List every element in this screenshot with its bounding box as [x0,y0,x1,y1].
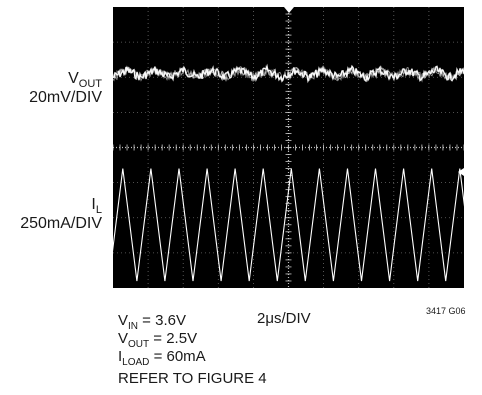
il-label: IL 250mA/DIV [20,196,102,232]
condition-iload-sub: LOAD [122,357,150,368]
condition-vout: VOUT = 2.5V [118,330,198,351]
vout-scale: 20mV/DIV [29,89,102,106]
figure-code: 3417 G06 [426,306,466,316]
condition-vin-main: V [118,312,129,329]
il-label-sub: L [95,204,102,216]
il-label-main: I [91,196,96,213]
il-scale: 250mA/DIV [20,215,102,232]
condition-reference: REFER TO FIGURE 4 [118,371,267,387]
grid [113,7,464,288]
condition-iload-value: = 60mA [149,348,206,365]
vout-label-main: V [68,70,79,87]
traces [113,63,464,282]
condition-iload: ILOAD = 60mA [118,348,206,369]
condition-reference-text: REFER TO FIGURE 4 [118,370,267,387]
vout-label: VOUT 20mV/DIV [29,70,102,106]
condition-vin-value: = 3.6V [138,312,186,329]
time-scale: 2μs/DIV [257,310,311,327]
condition-vin: VIN = 3.6V [118,312,186,333]
condition-vin-sub: IN [128,321,139,332]
il-trace [113,168,464,282]
condition-vout-sub: OUT [128,339,150,350]
condition-vout-value: = 2.5V [149,330,198,347]
vout-trace [113,64,464,82]
vout-label-sub: OUT [78,78,102,90]
ground-marker-icon [458,168,464,176]
oscilloscope-screen [113,7,464,288]
condition-vout-main: V [118,330,129,347]
trigger-marker-icon [284,7,294,13]
condition-iload-main: I [118,348,123,365]
